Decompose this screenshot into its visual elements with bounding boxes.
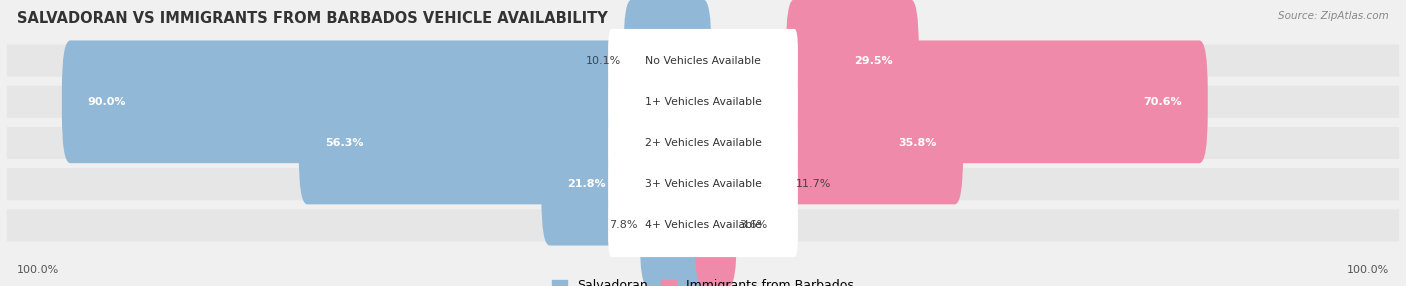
FancyBboxPatch shape <box>7 168 1399 200</box>
Text: 100.0%: 100.0% <box>1347 265 1389 275</box>
Text: 1+ Vehicles Available: 1+ Vehicles Available <box>644 97 762 107</box>
FancyBboxPatch shape <box>298 82 620 204</box>
FancyBboxPatch shape <box>624 0 711 122</box>
FancyBboxPatch shape <box>7 86 1399 118</box>
FancyBboxPatch shape <box>609 70 799 134</box>
Text: 2+ Vehicles Available: 2+ Vehicles Available <box>644 138 762 148</box>
Text: 100.0%: 100.0% <box>17 265 59 275</box>
FancyBboxPatch shape <box>609 111 799 175</box>
Text: 7.8%: 7.8% <box>609 221 638 230</box>
FancyBboxPatch shape <box>786 40 1208 163</box>
Text: 35.8%: 35.8% <box>898 138 936 148</box>
FancyBboxPatch shape <box>695 164 737 286</box>
FancyBboxPatch shape <box>640 164 711 286</box>
FancyBboxPatch shape <box>786 0 920 122</box>
Text: 3.6%: 3.6% <box>740 221 768 230</box>
FancyBboxPatch shape <box>7 127 1399 159</box>
Text: 10.1%: 10.1% <box>586 56 621 65</box>
Text: 90.0%: 90.0% <box>87 97 127 107</box>
FancyBboxPatch shape <box>695 123 793 246</box>
FancyBboxPatch shape <box>609 194 799 257</box>
Text: 21.8%: 21.8% <box>568 179 606 189</box>
FancyBboxPatch shape <box>609 152 799 216</box>
Text: Source: ZipAtlas.com: Source: ZipAtlas.com <box>1278 11 1389 21</box>
Text: 56.3%: 56.3% <box>325 138 363 148</box>
FancyBboxPatch shape <box>786 82 963 204</box>
Text: 29.5%: 29.5% <box>855 56 893 65</box>
FancyBboxPatch shape <box>7 209 1399 241</box>
FancyBboxPatch shape <box>62 40 620 163</box>
Legend: Salvadoran, Immigrants from Barbados: Salvadoran, Immigrants from Barbados <box>547 274 859 286</box>
Text: 70.6%: 70.6% <box>1143 97 1181 107</box>
FancyBboxPatch shape <box>7 45 1399 77</box>
Text: No Vehicles Available: No Vehicles Available <box>645 56 761 65</box>
Text: 11.7%: 11.7% <box>796 179 831 189</box>
Text: 4+ Vehicles Available: 4+ Vehicles Available <box>644 221 762 230</box>
FancyBboxPatch shape <box>541 123 620 246</box>
FancyBboxPatch shape <box>609 29 799 92</box>
Text: 3+ Vehicles Available: 3+ Vehicles Available <box>644 179 762 189</box>
Text: SALVADORAN VS IMMIGRANTS FROM BARBADOS VEHICLE AVAILABILITY: SALVADORAN VS IMMIGRANTS FROM BARBADOS V… <box>17 11 607 26</box>
